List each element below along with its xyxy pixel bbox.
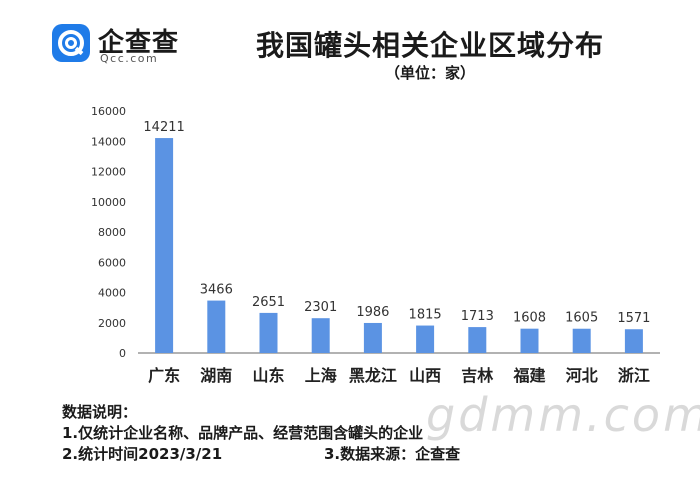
data-label: 2301 bbox=[304, 300, 337, 315]
bar bbox=[416, 325, 435, 353]
chart-subtitle: （单位：家） bbox=[384, 64, 475, 82]
bar bbox=[520, 328, 539, 353]
watermark: gdmm.com bbox=[426, 388, 700, 442]
data-label: 3466 bbox=[200, 283, 233, 298]
notes-heading: 数据说明： bbox=[62, 403, 138, 421]
data-label: 1986 bbox=[356, 305, 389, 320]
data-label: 1815 bbox=[409, 308, 442, 323]
x-tick-label: 黑龙江 bbox=[349, 366, 397, 385]
notes-line-1: 1.仅统计企业名称、品牌产品、经营范围含罐头的企业 bbox=[62, 424, 424, 442]
bar bbox=[207, 300, 226, 353]
y-tick-label: 4000 bbox=[98, 287, 126, 300]
x-tick-label: 山东 bbox=[252, 366, 284, 385]
data-notes: 数据说明： 1.仅统计企业名称、品牌产品、经营范围含罐头的企业 2.统计时间20… bbox=[62, 402, 672, 465]
x-tick-label: 吉林 bbox=[461, 366, 493, 385]
data-label: 14211 bbox=[143, 120, 184, 135]
y-tick-label: 6000 bbox=[98, 256, 126, 269]
x-tick-label: 湖南 bbox=[200, 366, 232, 385]
notes-line-3: 3.数据来源：企查查 bbox=[324, 445, 461, 463]
qcc-logo-icon bbox=[52, 24, 90, 62]
x-tick-label: 河北 bbox=[566, 366, 598, 385]
data-label: 1605 bbox=[565, 311, 598, 326]
bar bbox=[311, 318, 330, 353]
y-tick-label: 8000 bbox=[98, 226, 126, 239]
notes-line-2: 2.统计时间2023/3/21 bbox=[62, 445, 223, 463]
y-tick-label: 12000 bbox=[91, 166, 126, 179]
data-label: 1571 bbox=[617, 311, 650, 326]
x-tick-label: 广东 bbox=[148, 366, 180, 385]
bar bbox=[624, 329, 643, 353]
data-label: 1713 bbox=[461, 309, 494, 324]
chart-title: 我国罐头相关企业区域分布 bbox=[255, 29, 604, 62]
y-tick-label: 0 bbox=[119, 347, 126, 360]
logo-text: 企查查 bbox=[98, 28, 180, 58]
bar bbox=[363, 322, 382, 353]
bar bbox=[468, 327, 487, 353]
data-label: 2651 bbox=[252, 295, 285, 310]
x-tick-label: 福建 bbox=[512, 366, 545, 385]
x-tick-label: 浙江 bbox=[618, 366, 650, 385]
y-tick-label: 14000 bbox=[91, 135, 126, 148]
bar bbox=[155, 138, 174, 353]
data-label: 1608 bbox=[513, 311, 546, 326]
y-tick-label: 10000 bbox=[91, 196, 126, 209]
logo-subtext: Qcc.com bbox=[100, 52, 159, 65]
bar-chart: 0 2000 4000 6000 8000 10000 12000 14000 16000 142… bbox=[91, 105, 660, 385]
x-tick-label: 上海 bbox=[305, 366, 337, 385]
y-tick-label: 2000 bbox=[98, 317, 126, 330]
bar bbox=[572, 328, 591, 353]
y-tick-label: 16000 bbox=[91, 105, 126, 118]
bar bbox=[259, 312, 278, 353]
qcc-logo: 企查查 Qcc.com bbox=[52, 22, 192, 65]
x-tick-label: 山西 bbox=[409, 366, 441, 385]
